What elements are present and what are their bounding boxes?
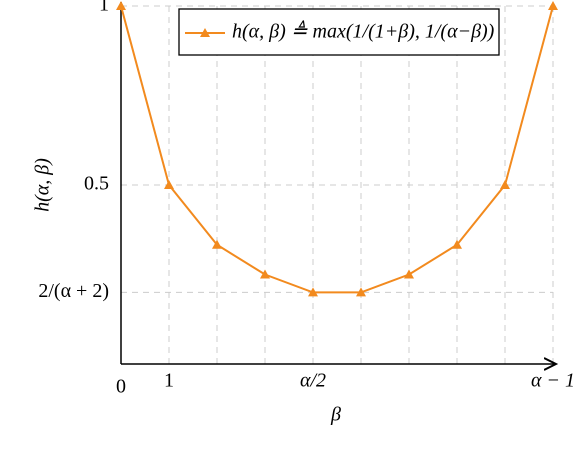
y-tick-label: 1 (99, 0, 109, 16)
marker (452, 239, 462, 249)
legend-marker (200, 28, 210, 37)
marker (260, 269, 270, 279)
x-tick-label: α − 1 (531, 370, 575, 392)
marker (548, 1, 558, 10)
marker (308, 287, 318, 297)
x-tick-label: α/2 (300, 370, 326, 392)
marker (356, 287, 366, 297)
x-tick-label: 1 (164, 370, 174, 392)
y-tick-label: 2/(α + 2) (38, 280, 109, 302)
marker (500, 180, 510, 189)
y-tick-label: 0.5 (84, 173, 109, 195)
marker (404, 269, 414, 279)
x-tick-label: 0 (116, 376, 126, 398)
marker (212, 239, 222, 249)
marker (116, 1, 126, 10)
series-line (120, 5, 554, 294)
y-axis-label: h(α, β) (32, 158, 54, 212)
marker (164, 180, 174, 189)
x-axis-label: β (330, 404, 341, 426)
legend-box (178, 8, 500, 56)
legend-label: h(α, β) ≜ max(1/(1+β), 1/(α−β)) (232, 20, 495, 43)
